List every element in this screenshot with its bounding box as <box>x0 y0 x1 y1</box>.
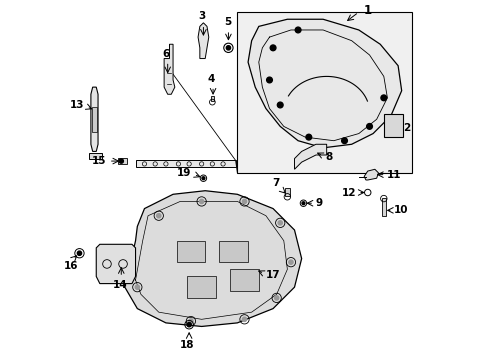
Polygon shape <box>294 144 326 169</box>
Circle shape <box>188 319 193 323</box>
Bar <box>176 241 205 262</box>
Polygon shape <box>135 160 235 167</box>
Circle shape <box>274 296 278 300</box>
Text: 9: 9 <box>315 198 323 208</box>
Circle shape <box>226 46 230 50</box>
Text: 18: 18 <box>180 340 194 350</box>
Bar <box>210 96 214 102</box>
Polygon shape <box>124 191 301 327</box>
Polygon shape <box>89 153 102 158</box>
Polygon shape <box>364 169 378 180</box>
Bar <box>118 158 126 164</box>
Text: 1: 1 <box>364 4 371 17</box>
Text: 13: 13 <box>70 100 84 110</box>
Circle shape <box>135 285 139 289</box>
Text: 19: 19 <box>177 168 191 178</box>
Circle shape <box>242 317 246 321</box>
Circle shape <box>270 45 275 51</box>
Circle shape <box>305 134 311 140</box>
Polygon shape <box>247 19 401 148</box>
Bar <box>187 276 216 298</box>
Text: 15: 15 <box>92 156 106 166</box>
Bar <box>237 12 411 173</box>
Circle shape <box>202 177 204 180</box>
Text: 12: 12 <box>341 188 355 198</box>
Circle shape <box>380 95 386 101</box>
Polygon shape <box>164 44 175 94</box>
Text: 8: 8 <box>325 152 332 162</box>
Polygon shape <box>198 23 208 59</box>
Text: 6: 6 <box>163 49 169 59</box>
Circle shape <box>266 77 272 83</box>
Circle shape <box>366 123 372 129</box>
Bar <box>285 188 289 196</box>
Text: 7: 7 <box>271 178 279 188</box>
Circle shape <box>186 323 191 327</box>
Text: 10: 10 <box>393 205 407 215</box>
Text: 5: 5 <box>224 17 230 27</box>
Circle shape <box>277 102 283 108</box>
Circle shape <box>302 202 304 204</box>
Circle shape <box>156 213 161 218</box>
Text: 16: 16 <box>64 261 79 271</box>
Text: 2: 2 <box>403 123 410 133</box>
Text: 4: 4 <box>207 73 215 84</box>
Circle shape <box>242 199 246 203</box>
Polygon shape <box>91 87 98 152</box>
Circle shape <box>288 260 292 264</box>
Circle shape <box>199 199 203 203</box>
Circle shape <box>278 221 282 225</box>
Bar <box>383 114 403 137</box>
Polygon shape <box>96 244 135 284</box>
Text: 14: 14 <box>113 280 127 290</box>
Circle shape <box>341 138 346 144</box>
Text: 11: 11 <box>386 170 400 180</box>
Bar <box>381 198 385 216</box>
Circle shape <box>295 27 300 33</box>
Bar <box>92 107 97 132</box>
Text: 3: 3 <box>198 12 205 21</box>
Text: 17: 17 <box>265 270 280 280</box>
Bar <box>230 269 258 291</box>
Circle shape <box>77 251 81 255</box>
Circle shape <box>119 159 123 163</box>
Bar <box>219 241 247 262</box>
